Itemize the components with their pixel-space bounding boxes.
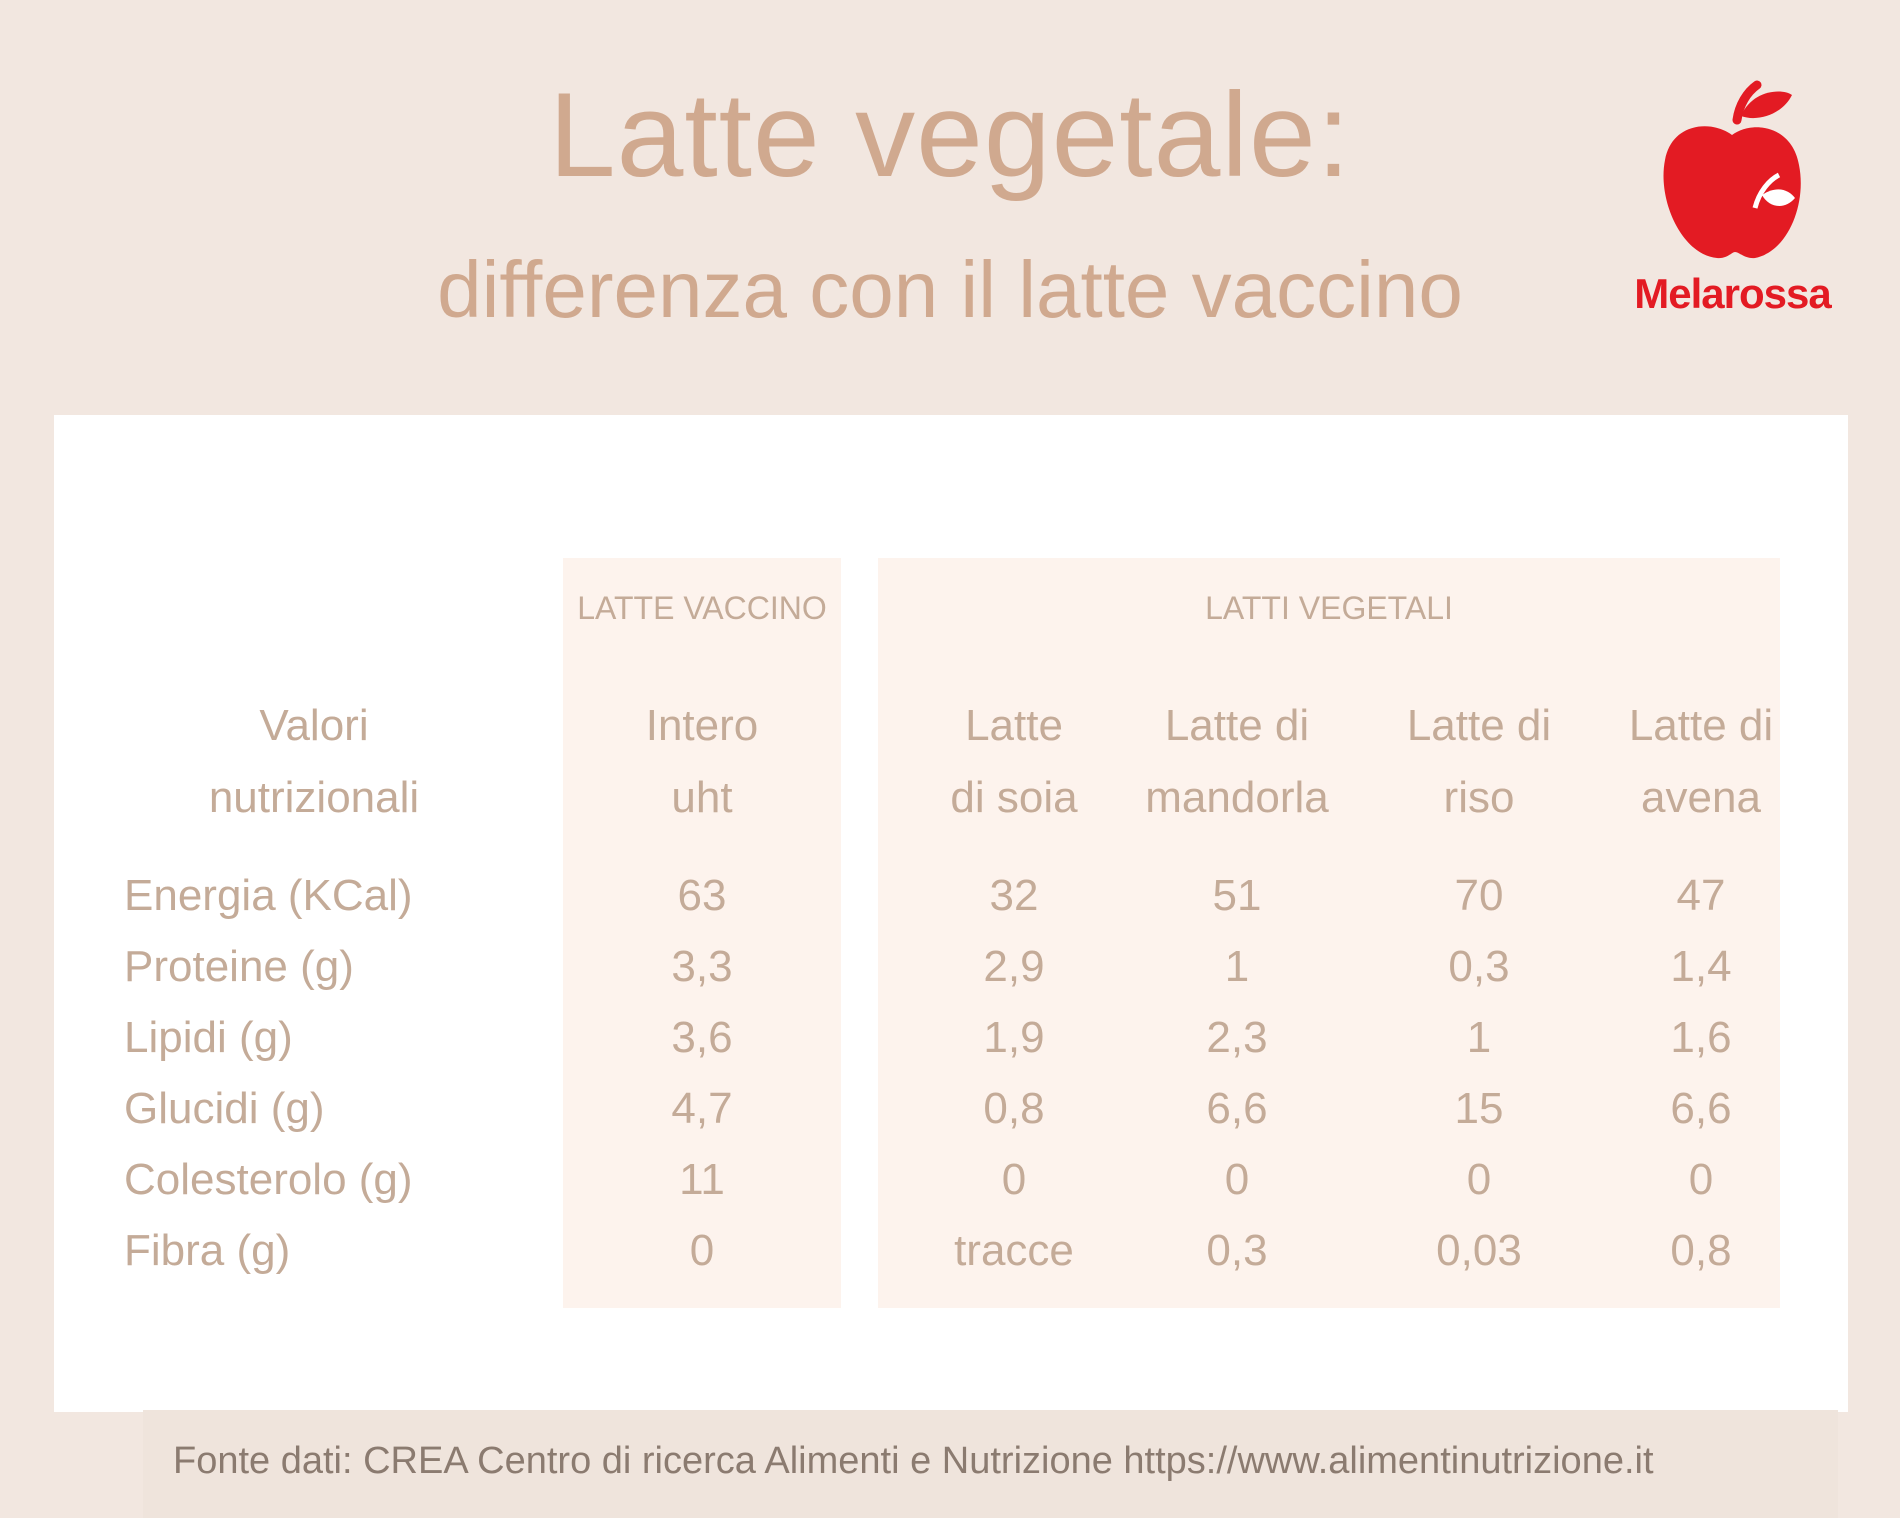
page-title: Latte vegetale:: [548, 68, 1352, 202]
source-footer: Fonte dati: CREA Centro di ricerca Alime…: [143, 1410, 1838, 1518]
nutrition-table: LATTE VACCINO LATTI VEGETALI Valori nutr…: [54, 415, 1848, 1412]
row-label: Glucidi (g): [124, 1084, 325, 1133]
table-cell: 0,03: [1436, 1226, 1522, 1275]
table-cell: 11: [679, 1155, 725, 1204]
latti-vegetali-band: [878, 558, 1780, 1308]
row-label: Energia (KCal): [124, 871, 413, 920]
source-text: Fonte dati: CREA Centro di ricerca Alime…: [173, 1440, 1654, 1482]
table-cell: 1,9: [983, 1013, 1045, 1062]
table-cell: tracce: [954, 1226, 1074, 1275]
table-cell: 70: [1454, 871, 1504, 920]
page-subtitle: differenza con il latte vaccino: [437, 245, 1463, 334]
row-label: Fibra (g): [124, 1226, 291, 1275]
table-cell: 3,3: [671, 942, 733, 991]
column-header: Latte di mandorla: [1145, 701, 1329, 822]
table-cell: 0,3: [1448, 942, 1510, 991]
table-cell: 15: [1454, 1084, 1504, 1133]
table-cell: 47: [1676, 871, 1726, 920]
column-header: Latte di avena: [1628, 701, 1774, 822]
row-label: Colesterolo (g): [124, 1155, 413, 1204]
table-cell: 1: [1466, 1013, 1492, 1062]
row-label: Proteine (g): [124, 942, 354, 991]
table-cell: 2,3: [1206, 1013, 1268, 1062]
table-cell: 0: [1688, 1155, 1714, 1204]
apple-icon: [1663, 80, 1801, 259]
table-cell: 6,6: [1206, 1084, 1268, 1133]
table-cell: 32: [989, 871, 1039, 920]
latte-vaccino-band: [563, 558, 841, 1308]
table-cell: 0: [1466, 1155, 1492, 1204]
table-cell: 0: [1224, 1155, 1250, 1204]
table-cell: 2,9: [983, 942, 1045, 991]
table-cell: 0: [689, 1226, 715, 1275]
table-cell: 1,4: [1670, 942, 1732, 991]
table-cell: 4,7: [671, 1084, 733, 1133]
column-header: Latte di riso: [1406, 701, 1552, 822]
table-cell: 51: [1212, 871, 1262, 920]
table-cell: 0: [1001, 1155, 1027, 1204]
table-cell: 63: [677, 871, 727, 920]
table-cell: 0,3: [1206, 1226, 1268, 1275]
group-header-vegetali: LATTI VEGETALI: [1205, 590, 1453, 626]
header-valori-nutrizionali: Valori nutrizionali: [208, 701, 420, 822]
brand-name: Melarossa: [1634, 270, 1831, 317]
group-header-vaccino: LATTE VACCINO: [577, 590, 827, 626]
table-cell: 6,6: [1670, 1084, 1732, 1133]
row-label: Lipidi (g): [124, 1013, 293, 1062]
column-header: Intero uht: [645, 701, 759, 822]
table-cell: 0,8: [983, 1084, 1045, 1133]
brand-logo: Melarossa: [1625, 80, 1840, 330]
column-header: Latte di soia: [950, 701, 1078, 822]
table-cell: 0,8: [1670, 1226, 1732, 1275]
table-cell: 3,6: [671, 1013, 733, 1062]
table-cell: 1,6: [1670, 1013, 1732, 1062]
table-cell: 1: [1224, 942, 1250, 991]
